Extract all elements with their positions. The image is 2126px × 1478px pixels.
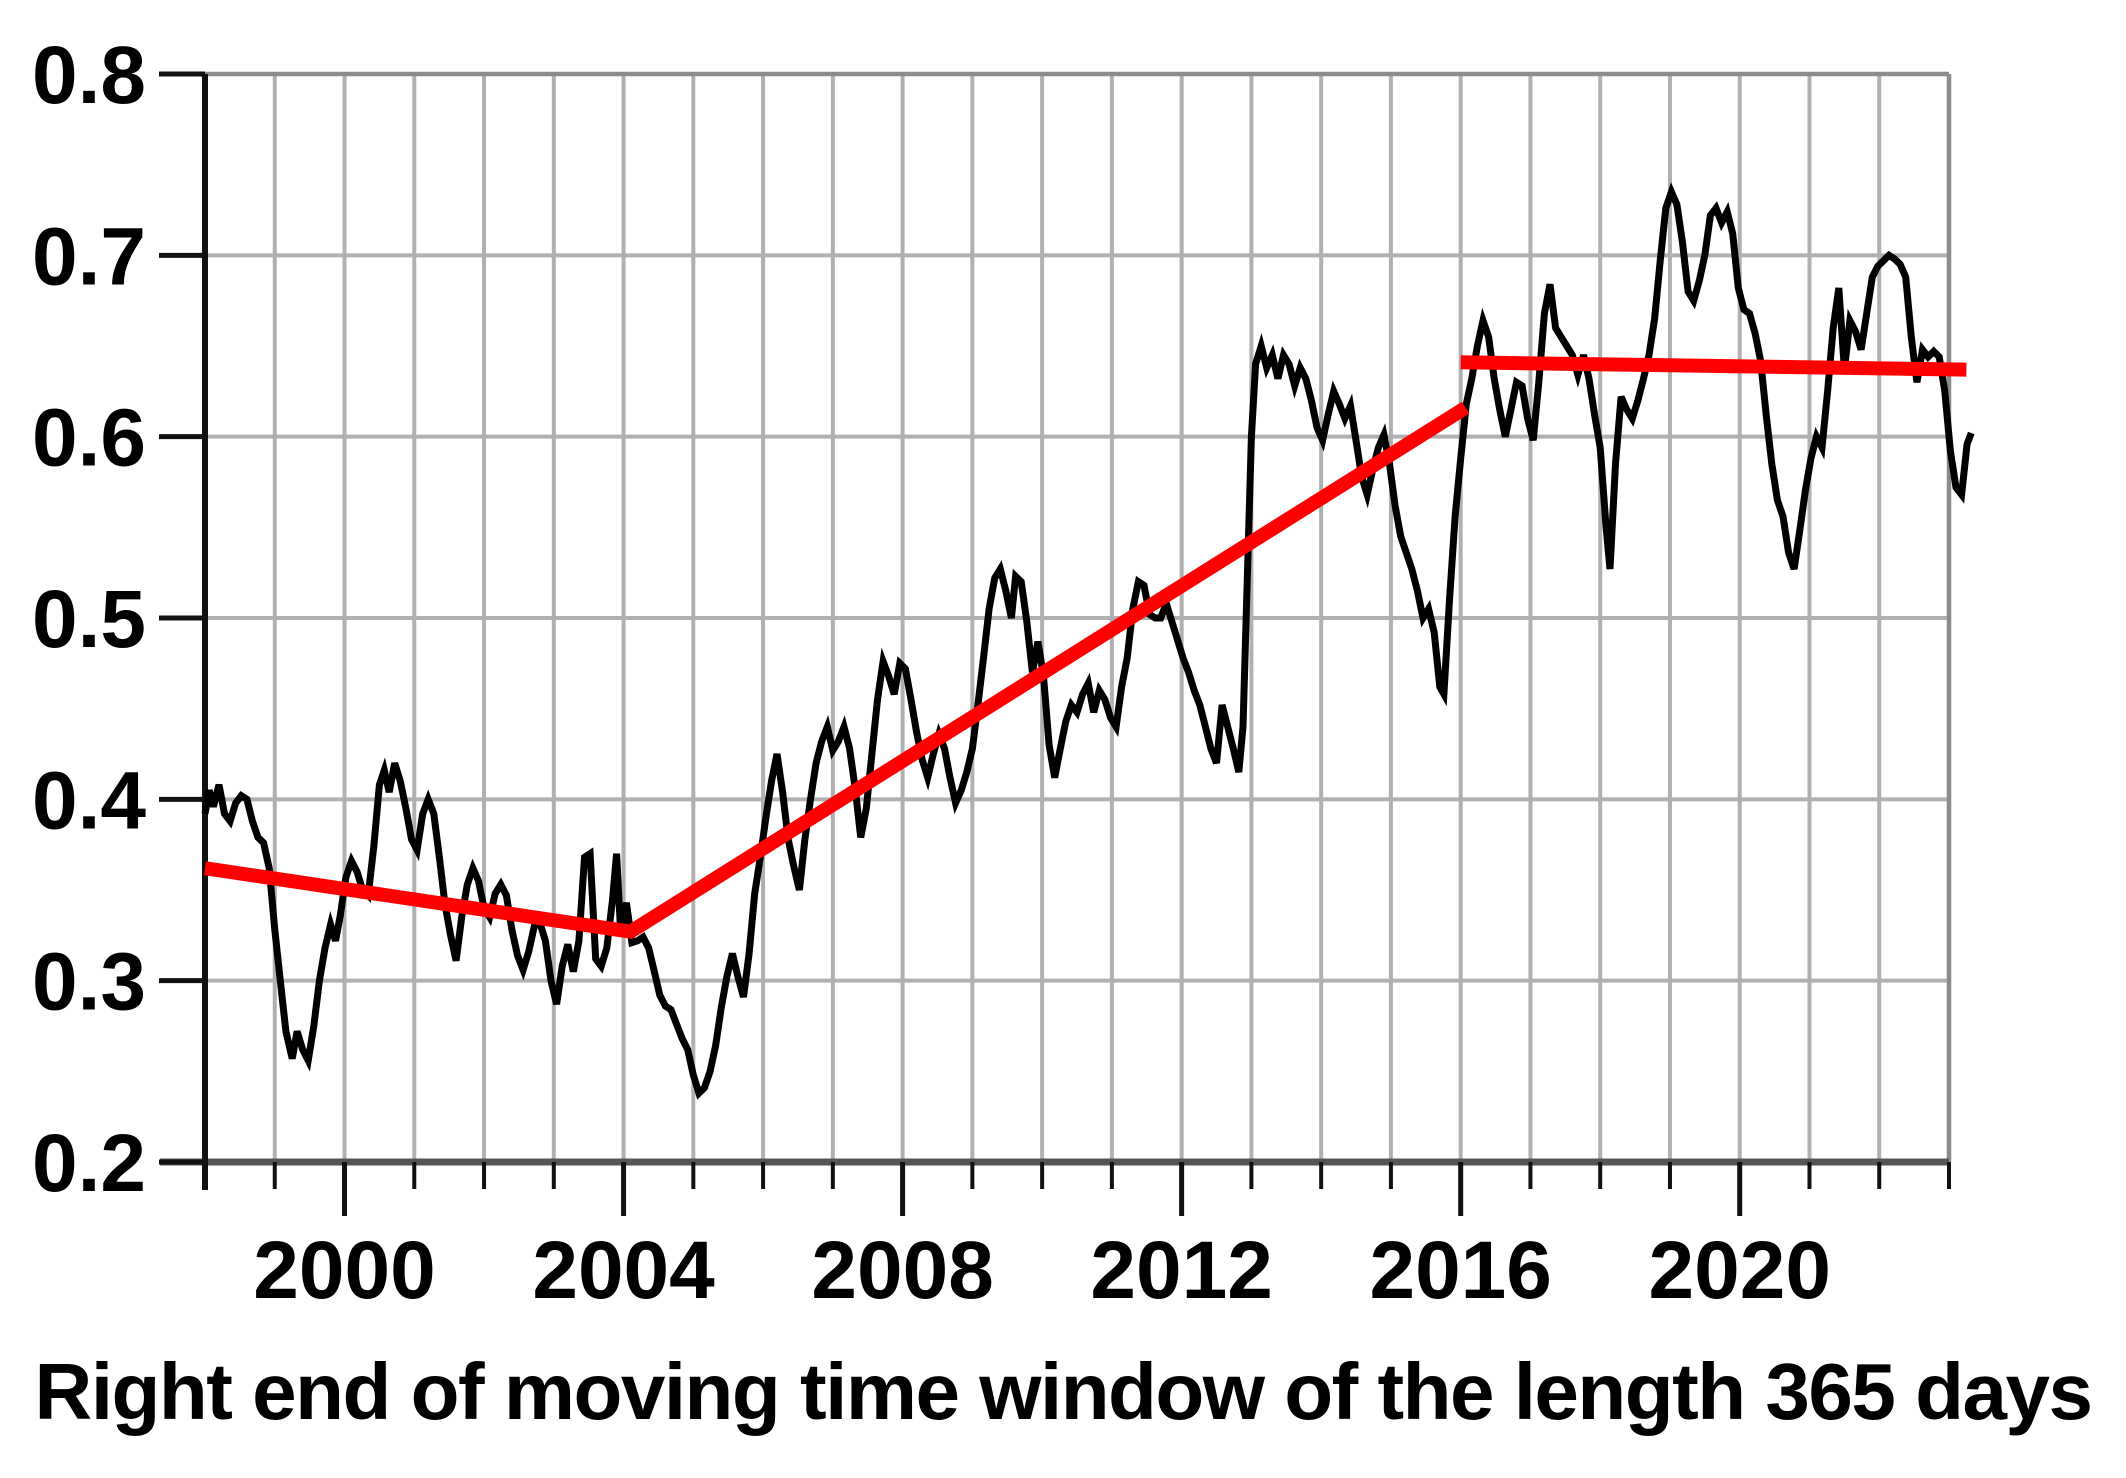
y-tick-label: 0.4 [32,755,146,846]
x-tick-label: 2016 [1369,1225,1551,1316]
y-tick-label: 0.7 [32,211,146,302]
x-tick-label: 2020 [1649,1225,1831,1316]
y-tick-label: 0.6 [32,393,146,484]
y-tick-label: 0.2 [32,1118,146,1209]
y-tick-label: 0.8 [32,30,146,121]
plateau-trend-path [1460,355,1967,377]
piecewise-linear-trend-path [203,401,1470,940]
y-tick-label: 0.5 [32,574,146,665]
x-tick-label: 2000 [253,1225,435,1316]
x-tick-label: 2004 [532,1225,715,1316]
x-tick-label: 2012 [1090,1225,1272,1316]
x-tick-label: 2008 [811,1225,993,1316]
y-tick-label: 0.3 [32,937,146,1028]
data-series-path [201,182,1975,1100]
x-axis-caption: Right end of moving time window of the l… [34,1347,2093,1436]
